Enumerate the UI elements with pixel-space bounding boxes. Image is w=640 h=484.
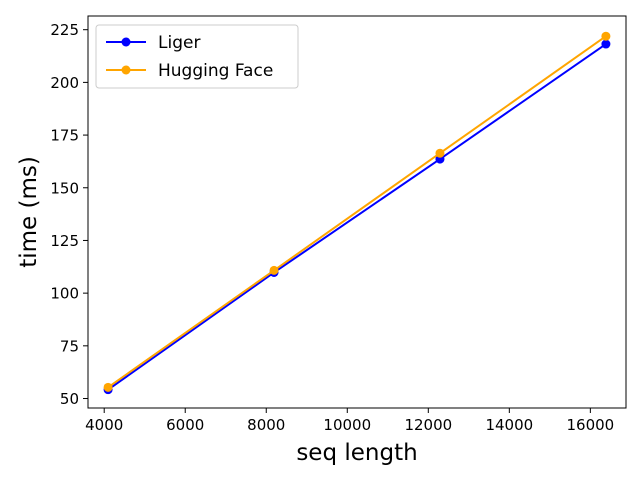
series-liger <box>103 39 611 395</box>
data-point-hugging-face <box>103 382 113 392</box>
legend-marker-liger <box>121 37 131 47</box>
data-point-hugging-face <box>601 31 611 41</box>
legend: Liger Hugging Face <box>95 24 299 89</box>
x-tick-label: 10000 <box>323 416 371 434</box>
y-tick-label: 50 <box>60 390 79 408</box>
y-tick-label: 150 <box>50 179 79 197</box>
series-line-liger <box>107 43 607 391</box>
data-point-hugging-face <box>269 265 279 275</box>
data-point-hugging-face <box>435 148 445 158</box>
y-tick-label: 200 <box>50 74 79 92</box>
y-tick-label: 75 <box>60 337 79 355</box>
series-line-hugging-face <box>107 35 607 389</box>
axis-ticks: 4000 6000 8000 10000 12000 14000 16000 50 75 100 1… <box>50 21 614 434</box>
series-lines <box>103 31 611 395</box>
x-tick-label: 6000 <box>166 416 204 434</box>
series-hugging-face <box>103 31 611 392</box>
x-tick-label: 14000 <box>485 416 533 434</box>
legend-label-liger: Liger <box>158 33 200 53</box>
legend-marker-hugging-face <box>121 65 131 75</box>
x-tick-label: 4000 <box>85 416 123 434</box>
legend-box <box>95 24 299 89</box>
legend-label-hugging-face: Hugging Face <box>158 61 273 81</box>
y-axis-label: time (ms) <box>16 156 42 268</box>
x-tick-label: 16000 <box>566 416 614 434</box>
x-tick-label: 8000 <box>247 416 285 434</box>
y-tick-label: 125 <box>50 232 79 250</box>
y-tick-label: 175 <box>50 127 79 145</box>
y-tick-label: 100 <box>50 285 79 303</box>
data-point-liger <box>601 39 611 49</box>
x-axis-label: seq length <box>296 440 417 466</box>
plot-frame <box>87 15 627 409</box>
x-tick-label: 12000 <box>404 416 452 434</box>
y-tick-label: 225 <box>50 21 79 39</box>
